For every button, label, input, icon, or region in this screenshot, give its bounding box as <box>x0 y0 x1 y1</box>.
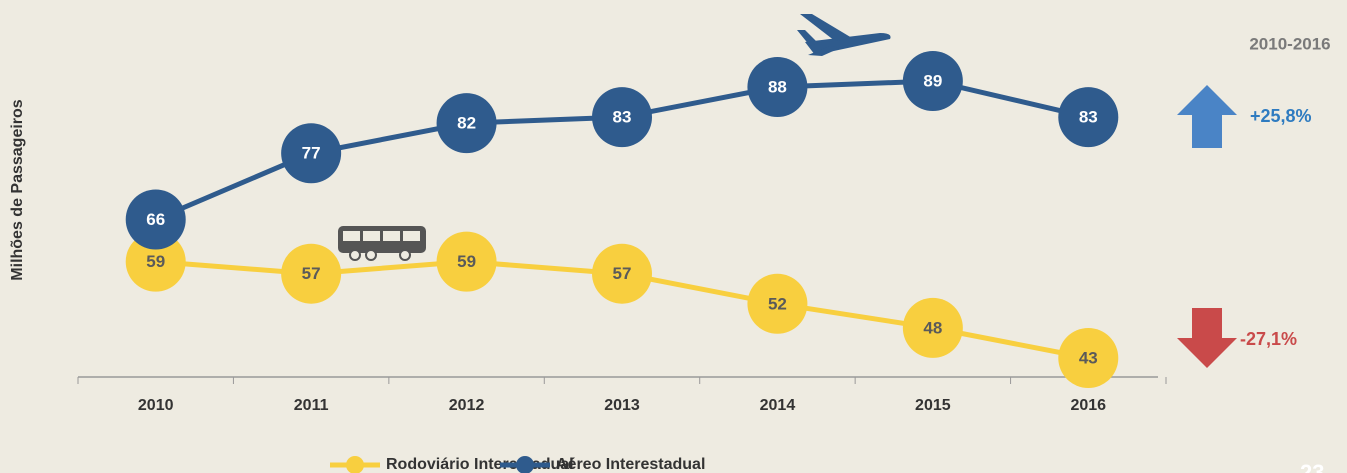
data-label: 48 <box>923 318 942 337</box>
data-label: 43 <box>1079 348 1098 367</box>
page-number: 23 <box>1300 460 1324 473</box>
data-label: 88 <box>768 78 787 97</box>
x-tick-label: 2014 <box>760 397 796 414</box>
data-point <box>436 231 497 292</box>
data-label: 59 <box>457 252 476 271</box>
legend-label: Aéreo Interestadual <box>556 456 705 473</box>
up-arrow <box>1177 85 1237 148</box>
data-point <box>281 243 342 304</box>
legend-marker <box>516 456 534 473</box>
data-point <box>125 231 186 292</box>
data-label: 66 <box>146 210 165 229</box>
data-point <box>592 87 652 148</box>
legend-marker <box>346 456 364 473</box>
data-point <box>281 123 342 184</box>
data-label: 77 <box>302 144 321 163</box>
data-label: 57 <box>302 264 321 283</box>
data-label: 57 <box>613 264 632 283</box>
data-label: 83 <box>1079 108 1098 127</box>
x-tick-label: 2016 <box>1070 397 1106 414</box>
period-label: 2010-2016 <box>1249 34 1330 53</box>
bus-icon <box>338 226 426 261</box>
data-point <box>436 93 497 154</box>
x-tick-label: 2012 <box>449 397 485 414</box>
data-point <box>125 189 186 250</box>
road-change: -27,1% <box>1240 329 1297 349</box>
data-label: 89 <box>923 71 942 90</box>
data-label: 52 <box>768 294 787 313</box>
data-point <box>592 243 652 304</box>
plane-icon <box>797 14 891 56</box>
x-tick-label: 2013 <box>604 397 640 414</box>
data-point <box>1058 328 1119 388</box>
data-point <box>747 57 808 118</box>
x-tick-label: 2011 <box>294 397 329 414</box>
data-point <box>902 51 963 111</box>
data-point <box>1058 87 1119 148</box>
data-point <box>902 297 963 358</box>
data-label: 83 <box>613 108 632 127</box>
data-label: 82 <box>457 114 476 133</box>
x-tick-label: 2010 <box>138 397 174 414</box>
data-label: 59 <box>146 252 165 271</box>
down-arrow <box>1177 308 1237 368</box>
data-point <box>747 273 808 334</box>
air-change: +25,8% <box>1250 106 1312 126</box>
x-tick-label: 2015 <box>915 397 951 414</box>
y-axis-label: Milhões de Passageiros <box>9 99 26 281</box>
